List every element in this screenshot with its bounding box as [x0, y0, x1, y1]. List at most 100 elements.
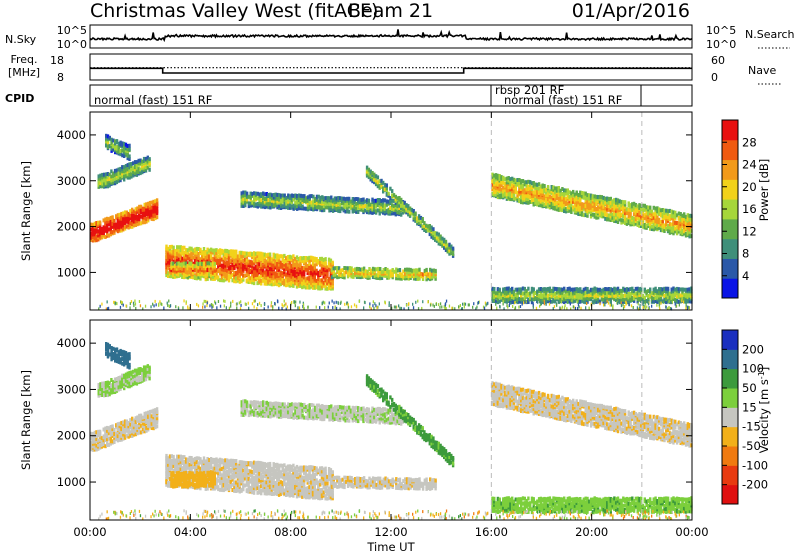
power-echo-cell: [401, 210, 405, 215]
power-echo-cell: [308, 199, 311, 204]
power-echo-cell: [302, 268, 306, 273]
power-echo-cell: [120, 216, 123, 221]
power-echo-cell: [208, 256, 211, 261]
power-echo-cell: [252, 258, 256, 263]
power-echo-cell: [663, 289, 666, 294]
power-echo-cell: [575, 190, 578, 195]
power-echo-cell: [272, 259, 275, 264]
power-scatter-cell: [206, 304, 208, 308]
power-echo-cell: [555, 287, 559, 292]
power-echo-cell: [138, 206, 141, 211]
power-echo-cell: [100, 230, 104, 235]
power-echo-cell: [112, 174, 115, 178]
power-echo-cell: [418, 276, 421, 281]
power-echo-cell: [294, 256, 297, 261]
power-echo-cell: [190, 246, 193, 251]
power-scatter-cell: [154, 299, 156, 303]
power-scatter-cell: [263, 303, 266, 306]
power-echo-cell: [337, 201, 340, 206]
power-scatter-cell: [514, 307, 516, 311]
power-scatter-cell: [508, 304, 510, 307]
power-echo-cell: [503, 187, 507, 192]
power-echo-cell: [123, 210, 127, 215]
power-echo-cell: [297, 200, 301, 205]
power-echo-cell: [326, 286, 329, 291]
power-echo-cell: [525, 183, 528, 188]
power-echo-cell: [383, 182, 387, 187]
power-echo-cell: [674, 214, 677, 219]
power-echo-cell: [285, 256, 288, 261]
power-scatter-cell: [339, 307, 341, 311]
power-echo-cell: [416, 219, 419, 224]
power-echo-cell: [641, 208, 645, 213]
power-echo-cell: [401, 203, 405, 208]
power-echo-cell: [258, 262, 261, 267]
power-echo-cell: [105, 133, 108, 138]
power-scatter-cell: [685, 306, 687, 310]
power-echo-cell: [498, 187, 501, 191]
power-scatter-cell: [315, 305, 317, 309]
power-echo-cell: [129, 224, 132, 229]
power-scatter-cell: [644, 304, 646, 308]
power-echo-cell: [364, 271, 368, 276]
power-echo-cell: [580, 293, 584, 298]
power-echo-cell: [496, 173, 500, 178]
power-echo-cell: [172, 249, 175, 254]
power-echo-cell: [114, 144, 117, 149]
power-echo-cell: [184, 248, 188, 252]
power-echo-cell: [512, 295, 516, 300]
power-echo-cell: [672, 231, 675, 236]
power-echo-cell: [235, 258, 238, 263]
power-echo-cell: [411, 268, 414, 273]
power-echo-cell: [514, 182, 517, 187]
power-echo-cell: [593, 204, 596, 209]
power-echo-cell: [310, 255, 313, 260]
power-echo-cell: [597, 299, 600, 304]
power-echo-cell: [623, 200, 627, 205]
power-echo-cell: [249, 268, 252, 273]
power-echo-cell: [315, 257, 318, 261]
power-echo-cell: [349, 199, 353, 204]
power-echo-cell: [320, 265, 324, 270]
power-scatter-cell: [507, 305, 509, 309]
power-echo-cell: [392, 193, 396, 198]
power-echo-cell: [666, 286, 670, 291]
power-echo-cell: [443, 242, 446, 246]
power-echo-cell: [622, 299, 625, 304]
power-echo-cell: [378, 201, 381, 206]
power-echo-cell: [387, 269, 391, 274]
power-scatter-cell: [532, 304, 534, 307]
power-scatter-cell: [520, 300, 523, 304]
power-echo-cell: [380, 183, 383, 188]
nave-tick-bottom: 0: [711, 71, 718, 84]
power-echo-cell: [115, 214, 118, 219]
power-echo-cell: [428, 226, 431, 231]
power-echo-cell: [274, 261, 277, 266]
power-scatter-cell: [334, 306, 336, 309]
power-scatter-cell: [129, 302, 131, 306]
power-echo-cell: [141, 159, 144, 164]
power-echo-cell: [103, 172, 106, 177]
power-scatter-cell: [665, 305, 667, 309]
velocity-echo-cell: [90, 436, 93, 441]
power-echo-cell: [177, 266, 180, 271]
power-scatter-cell: [652, 300, 654, 303]
power-echo-cell: [243, 251, 247, 256]
power-echo-cell: [127, 215, 130, 220]
power-echo-cell: [428, 232, 431, 237]
power-echo-cell: [579, 294, 582, 298]
power-echo-cell: [132, 223, 136, 228]
power-echo-cell: [320, 284, 324, 289]
power-echo-cell: [498, 294, 501, 298]
power-echo-cell: [541, 297, 544, 302]
power-echo-cell: [394, 197, 397, 201]
power-echo-cell: [686, 231, 689, 236]
power-echo-cell: [308, 282, 311, 287]
power-echo-cell: [629, 291, 632, 296]
power-echo-cell: [240, 197, 243, 202]
power-echo-cell: [128, 157, 131, 161]
power-echo-cell: [253, 195, 256, 199]
power-echo-cell: [559, 202, 562, 207]
power-echo-cell: [120, 224, 123, 229]
power-echo-cell: [136, 216, 139, 221]
